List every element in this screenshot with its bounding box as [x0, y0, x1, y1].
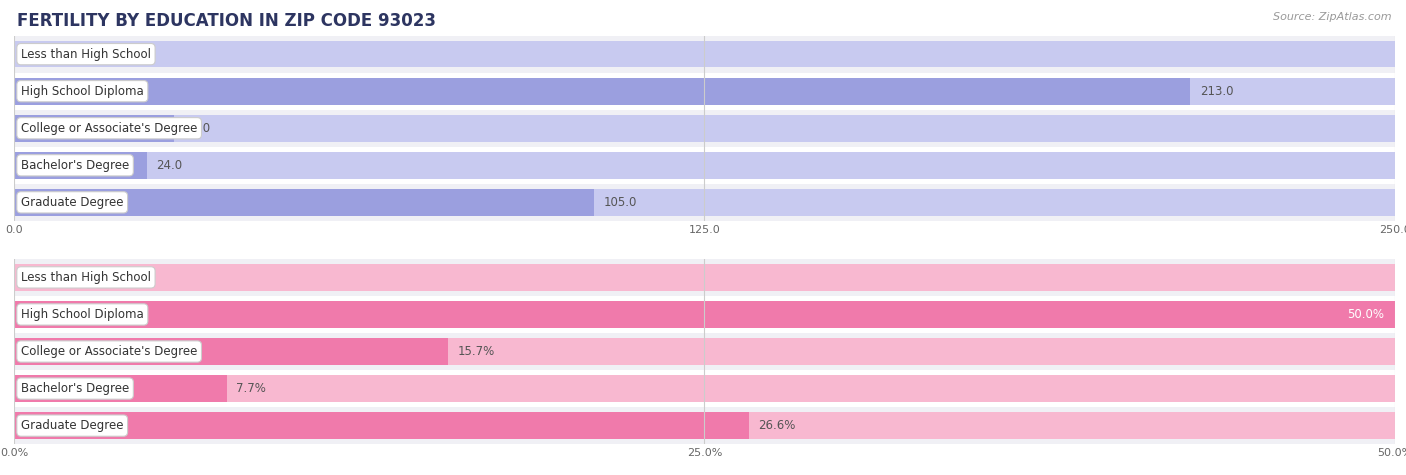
- Bar: [14, 296, 1395, 333]
- Bar: [14, 41, 1395, 67]
- Text: 105.0: 105.0: [603, 196, 637, 209]
- Text: Less than High School: Less than High School: [21, 271, 150, 284]
- Text: 213.0: 213.0: [1201, 85, 1233, 98]
- Bar: [14, 189, 1395, 216]
- Text: 26.6%: 26.6%: [758, 419, 796, 432]
- Bar: [14, 189, 593, 216]
- Text: High School Diploma: High School Diploma: [21, 85, 143, 98]
- Bar: [14, 184, 1395, 221]
- Text: 15.7%: 15.7%: [457, 345, 495, 358]
- Text: Bachelor's Degree: Bachelor's Degree: [21, 382, 129, 395]
- Text: College or Associate's Degree: College or Associate's Degree: [21, 122, 197, 135]
- Bar: [14, 301, 1395, 328]
- Bar: [14, 338, 447, 365]
- Bar: [14, 78, 1395, 104]
- Bar: [14, 370, 1395, 407]
- Bar: [14, 338, 1395, 365]
- Bar: [14, 147, 1395, 184]
- Bar: [14, 36, 1395, 73]
- Bar: [14, 407, 1395, 444]
- Bar: [14, 412, 1395, 439]
- Text: Less than High School: Less than High School: [21, 48, 150, 61]
- Text: 0.0%: 0.0%: [24, 271, 53, 284]
- Bar: [14, 375, 226, 402]
- Bar: [14, 152, 146, 179]
- Bar: [14, 110, 1395, 147]
- Bar: [14, 115, 1395, 142]
- Text: FERTILITY BY EDUCATION IN ZIP CODE 93023: FERTILITY BY EDUCATION IN ZIP CODE 93023: [17, 12, 436, 30]
- Bar: [14, 333, 1395, 370]
- Text: Graduate Degree: Graduate Degree: [21, 419, 124, 432]
- Text: Graduate Degree: Graduate Degree: [21, 196, 124, 209]
- Bar: [14, 78, 1191, 104]
- Text: 50.0%: 50.0%: [1347, 308, 1384, 321]
- Text: High School Diploma: High School Diploma: [21, 308, 143, 321]
- Text: 0.0: 0.0: [24, 48, 42, 61]
- Text: Bachelor's Degree: Bachelor's Degree: [21, 159, 129, 172]
- Text: College or Associate's Degree: College or Associate's Degree: [21, 345, 197, 358]
- Bar: [14, 259, 1395, 296]
- Bar: [14, 115, 174, 142]
- Text: 7.7%: 7.7%: [236, 382, 266, 395]
- Bar: [14, 264, 1395, 291]
- Bar: [14, 375, 1395, 402]
- Text: 24.0: 24.0: [156, 159, 183, 172]
- Bar: [14, 412, 748, 439]
- Text: Source: ZipAtlas.com: Source: ZipAtlas.com: [1274, 12, 1392, 22]
- Bar: [14, 152, 1395, 179]
- Text: 29.0: 29.0: [184, 122, 209, 135]
- Bar: [14, 73, 1395, 110]
- Bar: [14, 301, 1395, 328]
